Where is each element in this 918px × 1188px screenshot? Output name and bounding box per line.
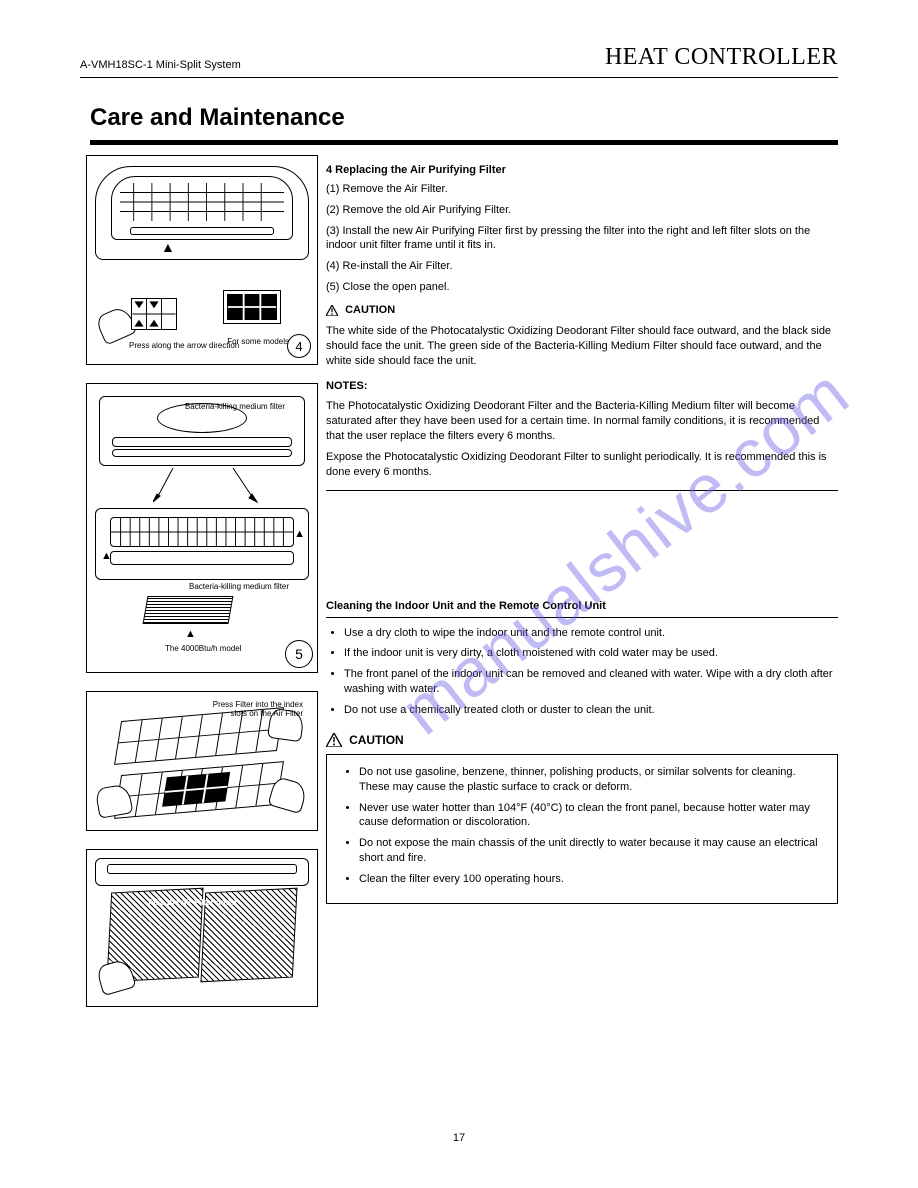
fig5-label-mid: Bacteria-killing medium filter — [189, 582, 289, 591]
notes-head: NOTES: — [326, 380, 368, 392]
s5-b2: If the indoor unit is very dirty, a clot… — [344, 646, 838, 661]
s4-p2: (2) Remove the old Air Purifying Filter. — [326, 203, 838, 218]
figure-4: ▲ — [86, 155, 318, 365]
s6-c1: Do not use gasoline, benzene, thinner, p… — [359, 765, 823, 795]
figure-7: Take the Air Filter down — [86, 849, 318, 1007]
page-title: Care and Maintenance — [90, 104, 838, 132]
s4-p1: (1) Remove the Air Filter. — [326, 182, 838, 197]
s4-note-body2: Expose the Photocatalystic Oxidizing Deo… — [326, 450, 838, 480]
caution-label-2: CAUTION — [349, 733, 404, 747]
s4-note-body: The Photocatalystic Oxidizing Deodorant … — [326, 399, 838, 444]
caution-label: CAUTION — [345, 304, 395, 316]
caution-box: Do not use gasoline, benzene, thinner, p… — [326, 754, 838, 904]
fig7-caption: Take the Air Filter down — [147, 898, 237, 907]
section5-list: Use a dry cloth to wipe the indoor unit … — [344, 626, 838, 718]
figure-6: Press Filter into the index slots on the… — [86, 691, 318, 831]
figure-number-4: 4 — [287, 334, 311, 358]
figure-column: ▲ — [86, 155, 318, 1007]
content-area: manualshive.com — [80, 155, 838, 1007]
fig5-note: The 4000Btu/h model — [165, 644, 242, 653]
s5-b4: Do not use a chemically treated cloth or… — [344, 703, 838, 718]
page-header: A-VMH18SC-1 Mini-Split System HEAT CONTR… — [80, 44, 838, 78]
s4-p4: (4) Re-install the Air Filter. — [326, 259, 838, 274]
s5-b1: Use a dry cloth to wipe the indoor unit … — [344, 626, 838, 641]
section4-title: 4 Replacing the Air Purifying Filter — [326, 163, 838, 178]
caution-icon — [326, 305, 338, 316]
section5-head: Cleaning the Indoor Unit and the Remote … — [326, 599, 838, 618]
page-number: 17 — [453, 1132, 465, 1144]
fig5-label-top: Bacteria-killing medium filter — [185, 402, 285, 411]
fig6-note: Press Filter into the index slots on the… — [207, 700, 303, 718]
divider-1 — [326, 490, 838, 491]
header-model: A-VMH18SC-1 Mini-Split System — [80, 59, 241, 71]
s6-c4: Clean the filter every 100 operating hou… — [359, 872, 823, 887]
figure-number-5: 5 — [285, 640, 313, 668]
s4-caution-body: The white side of the Photocatalystic Ox… — [326, 324, 838, 369]
s5-b3: The front panel of the indoor unit can b… — [344, 667, 838, 697]
text-column: 4 Replacing the Air Purifying Filter (1)… — [326, 155, 838, 1007]
title-rule — [90, 140, 838, 145]
fig4-note2: For some models — [227, 337, 289, 346]
s4-p3: (3) Install the new Air Purifying Filter… — [326, 224, 838, 254]
s4-p5: (5) Close the open panel. — [326, 280, 838, 295]
caution-icon-big — [326, 733, 342, 747]
s6-c3: Do not expose the main chassis of the un… — [359, 836, 823, 866]
s6-c2: Never use water hotter than 104°F (40°C)… — [359, 801, 823, 831]
brand-name: HEAT CONTROLLER — [605, 44, 838, 71]
figure-5: Bacteria-killing medium filter — [86, 383, 318, 673]
fig4-note1: Press along the arrow direction — [129, 341, 239, 350]
